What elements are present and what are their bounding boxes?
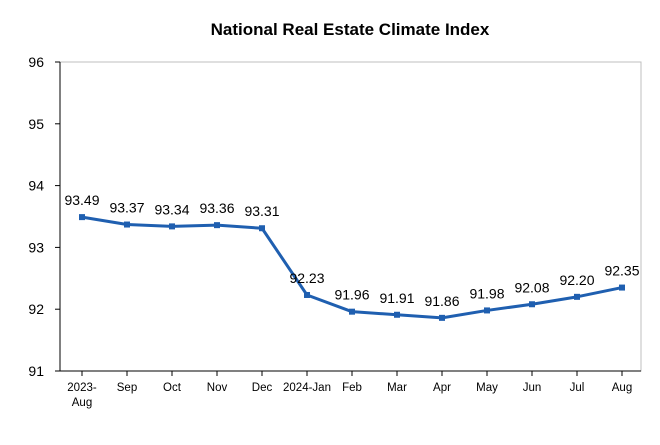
data-point [439,314,445,321]
data-point [304,291,310,298]
x-tick-label: 2023-Aug [67,382,97,409]
data-label: 93.49 [64,192,99,208]
data-point [214,222,220,229]
x-tick-label: Sep [117,382,137,394]
x-tick-label: May [476,382,498,394]
x-tick-label: Oct [163,382,182,394]
data-point [79,214,85,221]
y-tick-label: 95 [28,116,44,132]
data-point [574,293,580,300]
data-label: 91.98 [469,285,504,301]
x-tick-label: Dec [252,382,273,394]
x-tick-label: Aug [612,382,632,394]
data-point [124,221,130,228]
x-tick-label: Apr [433,382,451,394]
x-tick-label: 2024-Jan [283,382,331,394]
data-point [349,308,355,315]
x-tick-label: Feb [342,382,362,394]
chart-title: National Real Estate Climate Index [210,20,490,39]
y-tick-label: 91 [28,363,44,379]
data-label: 93.31 [244,203,279,219]
x-tick-label: Jun [523,382,542,394]
x-tick-label: Jul [570,382,585,394]
data-point [619,284,625,291]
data-label: 91.86 [424,293,459,309]
data-point [529,301,535,308]
plot-area [59,61,642,372]
x-tick-label: Nov [207,382,228,394]
data-point [394,311,400,318]
y-tick-label: 92 [28,301,44,317]
data-point [259,225,265,232]
data-label: 93.37 [109,200,144,216]
data-label: 92.23 [289,270,324,286]
data-label: 91.96 [334,287,369,303]
x-tick-label: Mar [387,382,407,394]
data-point [169,223,175,230]
y-tick-label: 93 [28,239,44,255]
y-tick-label: 94 [28,178,44,194]
data-label: 92.20 [559,272,594,288]
data-label: 92.35 [604,263,639,279]
y-tick-label: 96 [28,54,44,70]
data-label: 92.08 [514,279,549,295]
data-label: 93.34 [154,201,189,217]
data-point [484,307,490,314]
data-label: 91.91 [379,290,414,306]
series-line [81,215,623,320]
data-label: 93.36 [199,200,234,216]
